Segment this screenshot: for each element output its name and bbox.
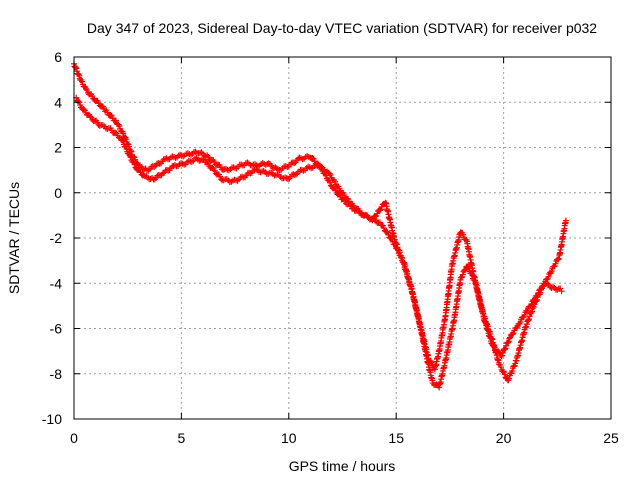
data-point <box>112 129 119 136</box>
data-point <box>459 271 466 278</box>
y-tick-label: 6 <box>54 49 62 65</box>
data-point <box>376 207 383 214</box>
data-point <box>327 172 334 179</box>
data-point <box>517 319 524 326</box>
data-point <box>469 272 476 279</box>
data-point <box>198 149 205 156</box>
data-point <box>498 353 505 360</box>
data-point <box>318 163 325 170</box>
series-2 <box>73 94 565 391</box>
x-tick-label: 20 <box>496 430 512 446</box>
data-point <box>562 217 569 224</box>
data-point <box>131 161 138 168</box>
marks-layer <box>71 60 569 391</box>
data-point <box>506 335 513 342</box>
data-point <box>309 154 316 161</box>
data-point <box>509 367 516 374</box>
y-tick-label: 0 <box>54 185 62 201</box>
data-point <box>461 267 468 274</box>
data-point <box>123 145 130 152</box>
data-point <box>554 256 561 263</box>
data-point <box>521 312 528 319</box>
data-point <box>332 187 339 194</box>
chart-title: Day 347 of 2023, Sidereal Day-to-day VTE… <box>87 20 597 36</box>
data-point <box>506 375 513 382</box>
data-point <box>509 331 516 338</box>
y-tick-label: -10 <box>42 411 62 427</box>
y-axis-label: SDTVAR / TECUs <box>6 182 22 294</box>
y-tick-label: 2 <box>54 140 62 156</box>
data-point <box>79 78 86 85</box>
data-point <box>552 260 559 267</box>
data-point <box>127 154 134 161</box>
data-point <box>497 364 504 371</box>
data-point <box>499 349 506 356</box>
y-tick-label: -6 <box>50 321 63 337</box>
data-point <box>265 160 272 167</box>
grid-layer <box>74 57 611 419</box>
data-point <box>501 371 508 378</box>
data-point <box>558 288 565 295</box>
data-point <box>362 211 369 218</box>
x-tick-label: 15 <box>388 430 404 446</box>
data-point <box>524 308 531 315</box>
data-point <box>545 273 552 280</box>
x-tick-label: 25 <box>603 430 619 446</box>
data-point <box>291 160 298 167</box>
data-point <box>107 111 114 118</box>
data-point <box>548 268 555 275</box>
data-point <box>120 130 127 137</box>
data-point <box>75 98 82 105</box>
data-point <box>369 217 376 224</box>
data-point <box>500 368 507 375</box>
y-tick-label: -4 <box>50 275 63 291</box>
data-point <box>505 338 512 345</box>
data-point <box>466 265 473 272</box>
y-tick-label: -2 <box>50 230 63 246</box>
data-point <box>512 360 519 367</box>
data-point <box>159 170 166 177</box>
data-point <box>341 191 348 198</box>
x-tick-label: 5 <box>178 430 186 446</box>
data-point <box>501 346 508 353</box>
data-point <box>531 297 538 304</box>
data-point <box>555 255 562 262</box>
x-tick-label: 10 <box>281 430 297 446</box>
data-point <box>380 225 387 232</box>
data-point <box>120 138 127 145</box>
data-point <box>116 123 123 130</box>
data-point <box>533 292 540 299</box>
data-point <box>495 348 502 355</box>
data-point <box>87 113 94 120</box>
data-point <box>510 330 517 337</box>
data-point <box>528 300 535 307</box>
y-tick-label: 4 <box>54 94 62 110</box>
data-point <box>383 228 390 235</box>
data-point <box>460 231 467 238</box>
data-point <box>505 339 512 346</box>
x-axis-label: GPS time / hours <box>289 458 396 474</box>
x-tick-label: 0 <box>70 430 78 446</box>
data-point <box>331 178 338 185</box>
data-point <box>112 117 119 124</box>
y-tick-label: -8 <box>50 366 63 382</box>
data-point <box>80 106 87 113</box>
data-point <box>531 296 538 303</box>
data-point <box>538 285 545 292</box>
data-point <box>502 345 509 352</box>
series-1 <box>71 60 569 384</box>
tick-layer: 0 5 10 15 20 25 -10 -8 -6 -4 -2 0 2 4 6 <box>42 49 619 446</box>
data-point <box>537 286 544 293</box>
data-point <box>293 171 300 178</box>
data-point <box>489 342 496 349</box>
